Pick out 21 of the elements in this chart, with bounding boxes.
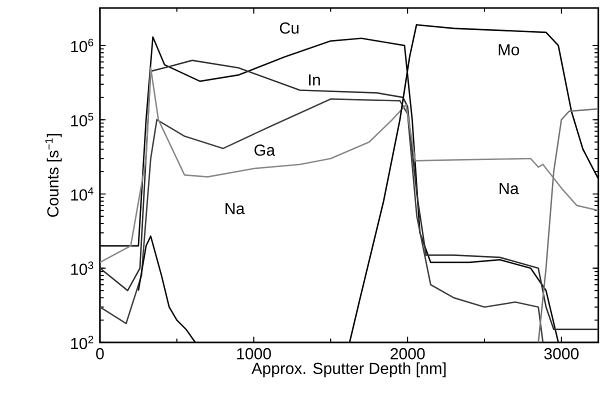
x-tick-label: 2000 (390, 348, 425, 360)
x-tick-label: 0 (96, 348, 104, 360)
x-tick-label: 3000 (544, 348, 579, 360)
text: Na (226, 202, 245, 214)
y-tick-label: 10$^{2}$ (71, 336, 94, 349)
series-label: Mo (498, 44, 520, 56)
line-series (538, 108, 598, 342)
y-tick-label: 10$^{4}$ (71, 187, 94, 200)
line-series (100, 66, 598, 263)
x-tick-label: 1000 (237, 348, 271, 360)
y-tick-label: 10$^{3}$ (71, 261, 94, 275)
y-tick-label: 10$^{5}$ (71, 112, 94, 126)
series-label: Ga (254, 144, 276, 156)
y-tick-label: 10$^{6}$ (71, 38, 94, 52)
series-label: Na (500, 182, 519, 194)
line-series (100, 98, 544, 342)
series-label: In (309, 74, 320, 86)
line-series (138, 235, 196, 342)
x-axis-title: Approx. Sputter Depth [nm] (252, 362, 446, 378)
y-axis-title: Counts [s$^{−1}$] (45, 134, 62, 217)
series-label: Cu (280, 22, 298, 34)
